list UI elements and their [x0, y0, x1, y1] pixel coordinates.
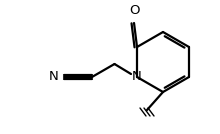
Text: O: O	[129, 4, 139, 17]
Text: N: N	[49, 70, 59, 83]
Text: N: N	[132, 70, 142, 83]
